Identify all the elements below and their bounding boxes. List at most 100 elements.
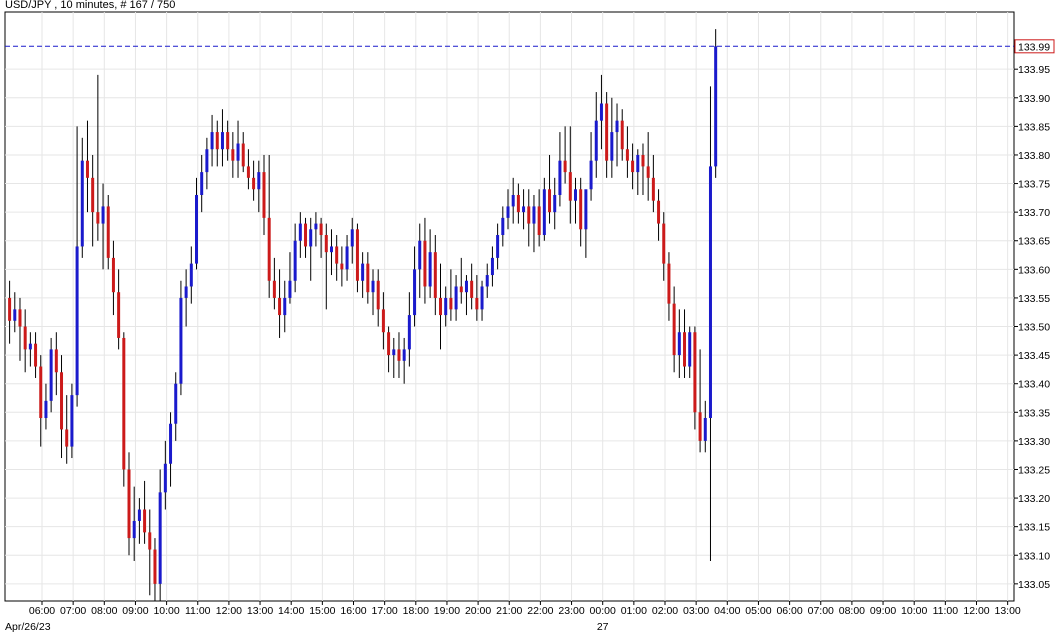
candle-up bbox=[532, 206, 536, 224]
candle-down bbox=[34, 343, 38, 367]
candle-up bbox=[573, 189, 577, 201]
candle-up bbox=[158, 492, 162, 584]
axes: 133.05 133.10 133.15 133.20 133.25 133.30 133.… bbox=[5, 39, 1055, 633]
candle-up bbox=[454, 286, 458, 310]
candle-up bbox=[132, 520, 136, 539]
candle-down bbox=[683, 332, 687, 367]
candle-down bbox=[85, 160, 89, 178]
y-tick-label: 133.05 bbox=[1018, 579, 1050, 591]
candle-up bbox=[553, 194, 557, 213]
candle-up bbox=[174, 383, 178, 424]
candle-down bbox=[620, 120, 624, 150]
candle-down bbox=[91, 177, 95, 213]
candle-up bbox=[703, 418, 707, 441]
candle-up bbox=[407, 315, 411, 350]
x-tick-label: 21:00 bbox=[496, 605, 522, 617]
y-tick-label: 133.10 bbox=[1018, 550, 1050, 562]
y-tick-label: 133.35 bbox=[1018, 407, 1050, 419]
date-label: Apr/26/23 bbox=[5, 621, 51, 633]
candle-up bbox=[501, 217, 505, 236]
candle-up bbox=[444, 297, 448, 316]
candle-up bbox=[636, 154, 640, 173]
candle-down bbox=[262, 172, 266, 218]
candle-up bbox=[257, 172, 261, 190]
candle-down bbox=[527, 206, 531, 224]
candle-down bbox=[96, 212, 100, 224]
y-tick-label: 133.25 bbox=[1018, 464, 1050, 476]
x-tick-label: 07:00 bbox=[808, 605, 834, 617]
candle-down bbox=[397, 349, 401, 361]
x-tick-label: 07:00 bbox=[60, 605, 86, 617]
x-tick-label: 10:00 bbox=[901, 605, 927, 617]
candle-down bbox=[335, 246, 339, 264]
candle-up bbox=[210, 132, 214, 150]
candle-up bbox=[329, 246, 333, 253]
candle-down bbox=[252, 177, 256, 190]
x-tick-label: 12:00 bbox=[963, 605, 989, 617]
x-tick-label: 03:00 bbox=[683, 605, 709, 617]
candle-up bbox=[496, 235, 500, 258]
candle-up bbox=[413, 269, 417, 316]
candle-down bbox=[65, 429, 69, 447]
candle-down bbox=[8, 297, 12, 321]
candle-up bbox=[101, 206, 105, 224]
x-tick-label: 10:00 bbox=[153, 605, 179, 617]
candle-down bbox=[548, 189, 552, 213]
candle-down bbox=[516, 194, 520, 213]
candle-up bbox=[402, 349, 406, 361]
candle-up bbox=[610, 132, 614, 161]
candle-down bbox=[651, 177, 655, 201]
candle-up bbox=[522, 206, 526, 213]
candle-down bbox=[376, 280, 380, 310]
candle-down bbox=[319, 223, 323, 236]
candle-down bbox=[122, 337, 126, 470]
candle-up bbox=[283, 297, 287, 316]
candle-up bbox=[428, 252, 432, 287]
candle-down bbox=[18, 309, 22, 327]
y-tick-label: 133.60 bbox=[1018, 264, 1050, 276]
candle-up bbox=[371, 280, 375, 293]
candle-down bbox=[605, 103, 609, 161]
y-tick-label: 133.50 bbox=[1018, 322, 1050, 334]
candle-down bbox=[579, 189, 583, 230]
x-tick-label: 06:00 bbox=[29, 605, 55, 617]
candles bbox=[8, 29, 718, 601]
candle-up bbox=[345, 246, 349, 270]
candle-down bbox=[355, 229, 359, 281]
candle-down bbox=[246, 166, 250, 178]
date-label: 27 bbox=[597, 621, 609, 633]
candle-down bbox=[127, 469, 131, 539]
candle-up bbox=[714, 46, 718, 167]
candle-up bbox=[418, 240, 422, 270]
x-tick-label: 19:00 bbox=[434, 605, 460, 617]
x-tick-label: 23:00 bbox=[558, 605, 584, 617]
y-tick-label: 133.80 bbox=[1018, 150, 1050, 162]
candle-up bbox=[137, 509, 141, 521]
y-tick-label: 133.55 bbox=[1018, 293, 1050, 305]
candle-down bbox=[667, 263, 671, 304]
candle-down bbox=[433, 252, 437, 298]
candle-down bbox=[387, 332, 391, 356]
x-tick-label: 08:00 bbox=[91, 605, 117, 617]
x-tick-label: 06:00 bbox=[776, 605, 802, 617]
candle-down bbox=[231, 149, 235, 161]
x-tick-label: 11:00 bbox=[185, 605, 211, 617]
candle-down bbox=[662, 223, 666, 264]
last-price-box bbox=[1014, 39, 1055, 54]
y-tick-label: 133.20 bbox=[1018, 493, 1050, 505]
candle-up bbox=[163, 463, 167, 493]
candle-up bbox=[599, 103, 603, 121]
x-tick-label: 01:00 bbox=[621, 605, 647, 617]
x-tick-label: 17:00 bbox=[372, 605, 398, 617]
candle-up bbox=[184, 286, 188, 298]
candle-down bbox=[278, 297, 282, 316]
candle-up bbox=[708, 166, 712, 419]
candle-up bbox=[288, 280, 292, 298]
candle-up bbox=[594, 120, 598, 161]
candle-up bbox=[480, 286, 484, 310]
candle-down bbox=[568, 172, 572, 201]
candle-down bbox=[646, 166, 650, 178]
candle-down bbox=[563, 160, 567, 173]
candle-down bbox=[672, 303, 676, 356]
